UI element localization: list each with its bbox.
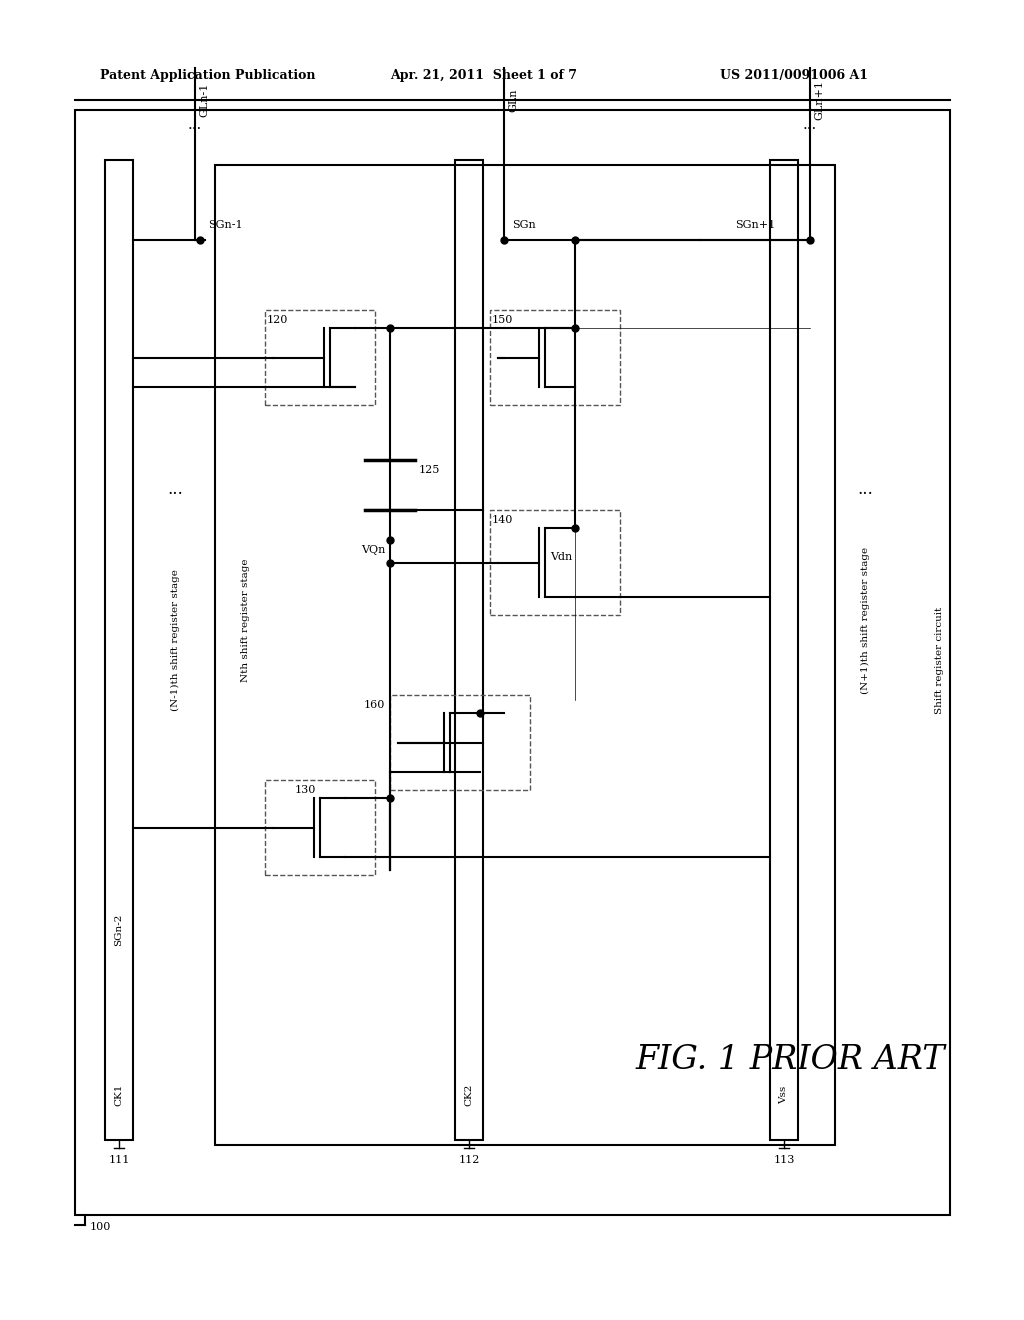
Text: Apr. 21, 2011  Sheet 1 of 7: Apr. 21, 2011 Sheet 1 of 7 bbox=[390, 69, 577, 82]
Text: ...: ... bbox=[803, 117, 817, 132]
Text: 160: 160 bbox=[364, 700, 385, 710]
Text: SGn-2: SGn-2 bbox=[115, 913, 124, 946]
Text: GLn+1: GLn+1 bbox=[814, 81, 824, 120]
Text: 112: 112 bbox=[459, 1155, 479, 1166]
Text: SGn+1: SGn+1 bbox=[735, 220, 775, 230]
Text: GLn-1: GLn-1 bbox=[199, 83, 209, 117]
Bar bbox=[265, 780, 375, 875]
Bar bbox=[390, 696, 530, 789]
Bar bbox=[265, 310, 375, 405]
Bar bbox=[105, 160, 133, 1140]
Text: ...: ... bbox=[187, 117, 202, 132]
Text: (N-1)th shift register stage: (N-1)th shift register stage bbox=[170, 569, 179, 711]
Text: SGn-1: SGn-1 bbox=[208, 220, 243, 230]
Text: 125: 125 bbox=[419, 465, 440, 475]
Text: FIG. 1 PRIOR ART: FIG. 1 PRIOR ART bbox=[635, 1044, 945, 1076]
Text: 113: 113 bbox=[773, 1155, 795, 1166]
Bar bbox=[490, 310, 620, 405]
Text: (N+1)th shift register stage: (N+1)th shift register stage bbox=[860, 546, 869, 693]
Text: Nth shift register stage: Nth shift register stage bbox=[241, 558, 250, 681]
Text: CK1: CK1 bbox=[115, 1084, 124, 1106]
Text: Vss: Vss bbox=[779, 1086, 788, 1104]
Text: ...: ... bbox=[167, 482, 183, 499]
Text: VQn: VQn bbox=[360, 545, 385, 554]
Text: 130: 130 bbox=[294, 785, 315, 795]
Text: US 2011/0091006 A1: US 2011/0091006 A1 bbox=[720, 69, 868, 82]
Text: ...: ... bbox=[857, 482, 872, 499]
Bar bbox=[770, 160, 798, 1140]
Text: SGn: SGn bbox=[512, 220, 536, 230]
Text: 150: 150 bbox=[492, 315, 513, 325]
Text: 100: 100 bbox=[90, 1222, 112, 1232]
Text: GLn: GLn bbox=[508, 88, 518, 112]
Text: 140: 140 bbox=[492, 515, 513, 525]
Text: Shift register circuit: Shift register circuit bbox=[936, 606, 944, 714]
Bar bbox=[455, 160, 483, 1140]
Text: Patent Application Publication: Patent Application Publication bbox=[100, 69, 315, 82]
Bar bbox=[490, 510, 620, 615]
Text: 111: 111 bbox=[109, 1155, 130, 1166]
Bar bbox=[215, 165, 835, 1144]
Bar bbox=[75, 110, 950, 1214]
Text: Vdn: Vdn bbox=[550, 553, 572, 562]
Text: CK2: CK2 bbox=[465, 1084, 473, 1106]
Text: 120: 120 bbox=[267, 315, 289, 325]
